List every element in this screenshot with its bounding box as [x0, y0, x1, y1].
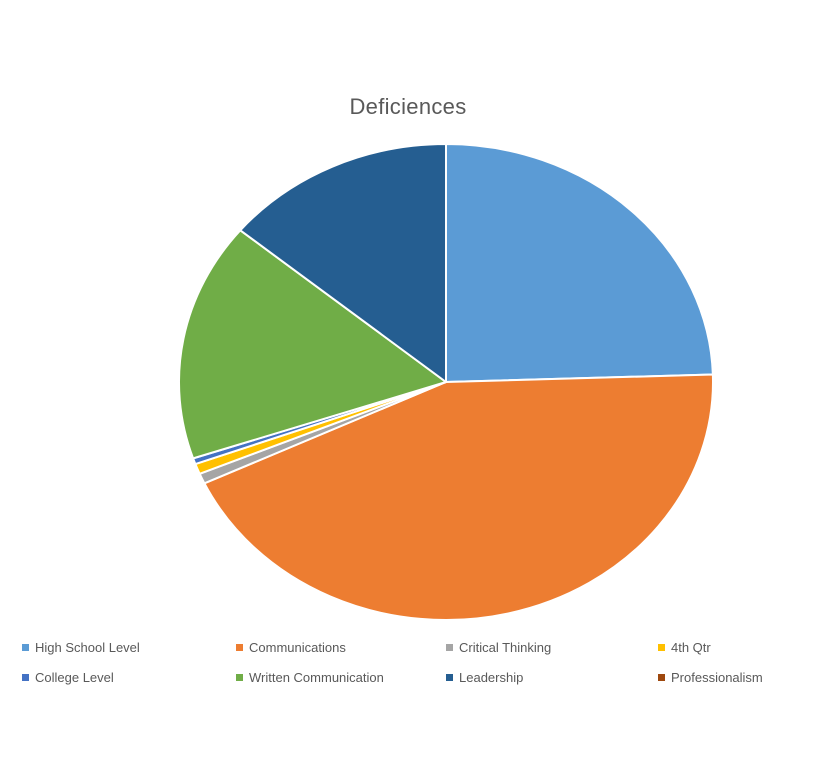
pie-slice-high-school-level	[445, 143, 714, 383]
legend-label: Leadership	[459, 670, 524, 685]
legend-item-critical-thinking: Critical Thinking	[446, 640, 551, 655]
legend-swatch	[658, 674, 665, 681]
legend-swatch	[236, 644, 243, 651]
chart-title: Deficiences	[349, 94, 467, 119]
legend-label: Critical Thinking	[459, 640, 552, 655]
legend-item-college-level: College Level	[22, 670, 114, 685]
legend-item-4th-qtr: 4th Qtr	[658, 640, 711, 655]
legend-row: College Level Written Communication Leader…	[22, 670, 812, 700]
legend-item-written-communication: Written Communication	[236, 670, 384, 685]
legend-swatch	[658, 644, 665, 651]
legend-swatch	[446, 644, 453, 651]
legend-swatch	[236, 674, 243, 681]
legend-row: High School Level Communications Critical …	[22, 640, 812, 670]
pie-slice-communications	[203, 373, 714, 621]
pie-plot-area	[178, 143, 714, 621]
pie-slice-leadership	[239, 143, 447, 383]
pie-slice-written-communication	[178, 229, 447, 460]
legend-item-communications: Communications	[236, 640, 346, 655]
legend-swatch	[22, 674, 29, 681]
legend-swatch	[446, 674, 453, 681]
legend-label: Written Communication	[249, 670, 384, 685]
legend-item-high-school-level: High School Level	[22, 640, 140, 655]
pie-slices	[178, 143, 714, 621]
legend-swatch	[22, 644, 29, 651]
legend: High School Level Communications Critical …	[22, 640, 812, 700]
legend-label: Communications	[249, 640, 346, 655]
legend-item-leadership: Leadership	[446, 670, 523, 685]
legend-label: High School Level	[35, 640, 140, 655]
legend-label: 4th Qtr	[671, 640, 711, 655]
legend-item-professionalism: Professionalism	[658, 670, 763, 685]
legend-label: Professionalism	[671, 670, 763, 685]
legend-label: College Level	[35, 670, 114, 685]
